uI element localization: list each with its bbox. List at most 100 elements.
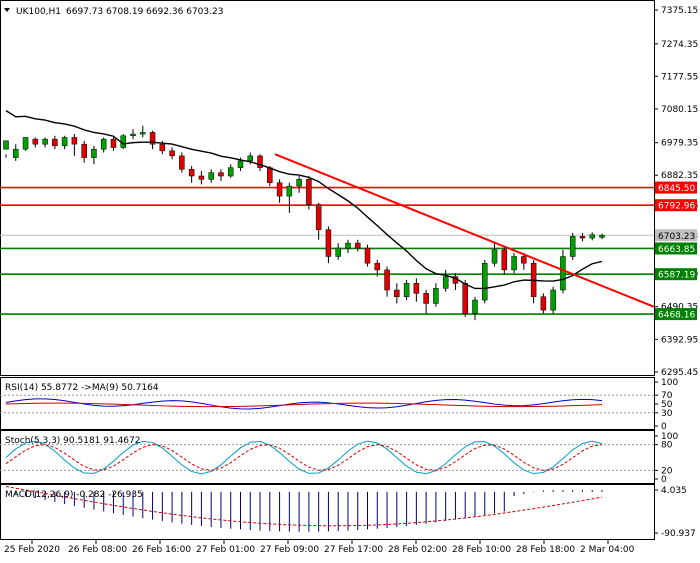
candle-body[interactable] [100,138,107,150]
macd-scale-label: -90.937 [661,529,696,539]
candle-body[interactable] [198,175,205,180]
candle-body[interactable] [491,249,498,264]
rsi-scale-label: 70 [661,391,673,401]
stoch-main-line[interactable] [5,440,603,475]
time-axis-label: 28 Feb 02:00 [388,545,447,555]
candle-body[interactable] [296,179,302,187]
macd-label: MACD(12,26,9) -0.282 -26.935 [5,490,143,500]
candle-body[interactable] [579,236,586,239]
candle-body[interactable] [560,256,566,291]
level-price-tag-label: 6587.19 [658,271,695,281]
candle-body[interactable] [52,138,58,147]
candle-body[interactable] [501,249,508,271]
candle-body[interactable] [315,204,322,230]
candle-body[interactable] [569,236,576,257]
candle-body[interactable] [188,169,195,177]
candle-body[interactable] [462,283,468,314]
price-axis-label: 6392.95 [661,335,698,345]
candle-body[interactable] [61,137,68,147]
time-axis-label: 28 Feb 18:00 [516,545,575,555]
candle-body[interactable] [511,256,517,271]
candle-body[interactable] [286,185,293,197]
candle-body[interactable] [335,247,341,257]
trendline[interactable] [274,153,655,308]
time-axis-label: 25 Feb 2020 [4,545,60,555]
candle-body[interactable] [3,140,9,150]
candle-body[interactable] [442,276,449,289]
candle-body[interactable] [22,137,29,150]
candle-body[interactable] [472,299,478,314]
rsi-ma-line[interactable] [5,402,603,408]
candle-body[interactable] [540,296,547,311]
level-price-tag-label: 6845.50 [658,184,695,194]
candle-body[interactable] [433,288,439,304]
rsi-scale-label: 50 [661,400,673,410]
candle-body[interactable] [227,167,234,177]
level-price-tag-label: 6663.85 [658,245,695,255]
candle-body[interactable] [42,138,48,145]
candle-body[interactable] [267,167,273,183]
rsi-scale-label: 30 [661,409,673,419]
moving-average-line[interactable] [5,110,603,290]
candle-body[interactable] [159,143,166,152]
price-axis-label: 7080.15 [661,105,698,115]
macd-signal-line[interactable] [5,486,603,527]
rsi-line[interactable] [5,398,603,410]
candle-body[interactable] [169,150,175,157]
price-axis-label: 6490.35 [661,303,698,313]
candle-body[interactable] [247,155,254,162]
candle-body[interactable] [325,229,332,257]
price-axis-label: 6882.35 [661,171,698,181]
current-price-tag [655,229,697,242]
candle-body[interactable] [179,155,185,170]
level-price-tag [655,268,697,281]
candle-body[interactable] [589,234,595,239]
candle-body[interactable] [257,155,263,168]
candle-body[interactable] [110,138,117,148]
candle-body[interactable] [394,289,400,297]
macd-pane-frame[interactable] [0,484,655,540]
level-price-tag [655,242,697,255]
candle-body[interactable] [130,133,136,137]
time-axis-label: 2 Mar 04:00 [580,545,635,555]
candle-body[interactable] [149,132,156,145]
candle-body[interactable] [345,242,351,249]
candle-body[interactable] [208,172,214,180]
candle-body[interactable] [599,235,605,238]
rsi-scale-label: 100 [661,378,678,388]
symbol-header: UK100,H1 6697.73 6708.19 6692.36 6703.23 [4,7,223,17]
candle-body[interactable] [91,148,97,158]
candle-body[interactable] [306,179,312,205]
dropdown-triangle-icon[interactable] [4,8,10,12]
stoch-signal-line[interactable] [5,444,603,471]
rsi-label: RSI(14) 55.8772 ->MA(9) 50.7164 [5,383,159,393]
candle-body[interactable] [354,242,361,249]
candle-body[interactable] [276,182,283,197]
stoch-scale-label: 100 [661,432,678,442]
candle-body[interactable] [81,143,87,158]
candle-body[interactable] [364,247,371,264]
candle-body[interactable] [423,293,429,304]
level-price-tag-label: 6468.16 [658,311,695,321]
time-axis-label: 27 Feb 01:00 [196,545,255,555]
candle-body[interactable] [13,148,19,158]
candle-body[interactable] [384,269,390,291]
stoch-pane-frame[interactable] [0,430,655,484]
candle-body[interactable] [374,262,381,271]
candle-body[interactable] [550,289,556,311]
candle-body[interactable] [32,138,39,145]
candle-body[interactable] [403,283,410,297]
symbol-label: UK100,H1 [16,7,61,17]
candle-body[interactable] [521,256,527,264]
candle-body[interactable] [237,160,244,168]
candle-body[interactable] [71,137,78,145]
candle-body[interactable] [482,262,488,301]
current-price-tag-label: 6703.23 [658,232,695,242]
candle-body[interactable] [140,132,146,135]
candle-body[interactable] [413,283,420,294]
level-price-tag [655,181,697,194]
price-axis-label: 7177.55 [661,72,698,82]
time-axis-label: 26 Feb 16:00 [132,545,191,555]
candle-body[interactable] [218,172,224,177]
